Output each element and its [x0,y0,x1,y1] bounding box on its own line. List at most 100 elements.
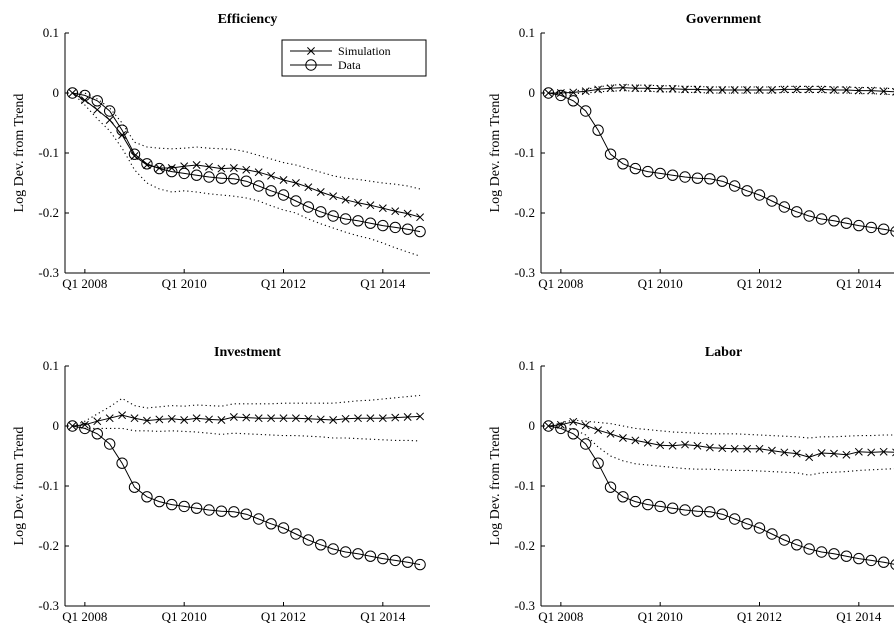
efficiency-simulation-point [279,176,288,184]
efficiency-data-line [72,92,421,233]
government-data-point [679,171,691,183]
efficiency-simulation-point [267,171,276,180]
investment-y-tick-label: -0.2 [38,538,59,553]
investment-simulation-point [316,415,325,424]
legend-circle-marker [305,59,317,71]
efficiency-simulation-point [416,213,425,222]
investment-x-tick-label: Q1 2014 [360,609,406,624]
government-x-tick-label: Q1 2010 [638,276,683,291]
efficiency-y-tick-label: -0.2 [38,205,59,220]
efficiency-data-point [277,189,290,201]
efficiency-data-point [228,173,240,185]
efficiency-simulation-point [291,179,300,187]
labor-y-tick-label: -0.2 [514,538,535,553]
government-data-point [791,206,803,218]
efficiency-data-point [79,89,91,102]
efficiency-x-tick-label: Q1 2010 [162,276,207,291]
investment-data-point [339,546,352,558]
government-data-point [840,217,853,229]
labor-data-point [691,505,704,517]
labor-data-point [679,504,691,516]
government-y-tick-label: 0.1 [519,25,535,40]
labor-simulation-point [854,447,863,456]
government-simulation-point [842,86,851,94]
government-data-point [766,195,778,207]
investment-data-point [364,550,377,562]
efficiency-data-point [128,148,141,160]
efficiency-data-point [103,105,116,117]
labor-simulation-point [805,453,814,462]
efficiency-data-point [290,195,302,207]
efficiency-simulation-point [205,162,213,171]
government-simulation-point [618,83,627,92]
efficiency-data-point [91,95,103,107]
efficiency-simulation-point [192,161,201,169]
efficiency-simulation-point [142,161,151,169]
investment-simulation-point [403,413,412,421]
legend-x-marker [307,47,315,55]
labor-simulation-point [581,421,590,430]
investment-y-tick-label: -0.1 [38,478,59,493]
government-data-point [654,167,666,180]
efficiency-simulation-point [105,116,114,124]
efficiency-simulation-point [155,164,164,172]
efficiency-data-point [339,213,352,225]
government-data-point [555,89,567,102]
government-data-point [617,158,629,170]
labor-data-point [803,543,815,555]
government-simulation-point [879,87,888,96]
efficiency-data-point [141,158,153,170]
efficiency-simulation-point [68,89,77,97]
labor-simulation-point [631,436,640,445]
labor-data-point [592,457,604,469]
investment-data-line [72,425,421,566]
government-simulation-point [830,86,838,94]
government-simulation-point [569,88,578,97]
labor-data-point [828,548,840,560]
government-y-tick-label: -0.2 [514,205,535,220]
investment-bound-3-line [72,425,421,442]
labor-simulation-point [643,438,652,447]
investment-data-point [190,502,203,514]
efficiency-simulation-point [304,183,313,192]
investment-data-point [352,548,364,560]
government-data-point [753,189,766,201]
labor-simulation-point [730,444,739,453]
investment-data-point [290,528,302,540]
labor-data-point [716,508,728,520]
labor-data-point [791,539,803,551]
government-data-point [579,105,592,117]
labor-simulation-point [780,448,789,457]
investment-simulation-point [142,416,151,425]
efficiency-data-point [116,124,128,136]
investment-simulation-point [329,416,338,424]
efficiency-y-label: Log Dev. from Trend [12,94,27,213]
legend-label-simulation: Simulation [338,44,391,58]
efficiency-data-point [352,215,364,227]
labor-data-point [579,438,592,450]
government-simulation-point [705,86,714,94]
efficiency-bound-3-line [72,92,421,257]
investment-simulation-point [155,415,164,424]
government-simulation-point [643,84,652,93]
government-simulation-point [544,89,553,97]
investment-simulation-point [93,417,102,426]
efficiency-data-point [401,223,414,235]
investment-simulation-point [242,413,251,422]
labor-simulation-point [556,420,565,429]
efficiency-data-point [215,172,228,184]
efficiency-simulation-point [254,168,263,177]
efficiency-panel: 0.1 0 -0.1 -0.2 -0.3Q1 2008 Q1 2010 Q1 2012 Q1 … [12,12,430,291]
government-x-tick-label: Q1 2012 [737,276,782,291]
investment-data-point [203,504,215,516]
government-y-tick-label: -0.1 [514,145,535,160]
labor-simulation-point [544,422,553,430]
labor-x-tick-label: Q1 2012 [737,609,782,624]
efficiency-simulation-point [329,192,338,201]
government-simulation-point [792,85,801,94]
labor-simulation-point [743,444,752,453]
efficiency-data-point [302,201,315,213]
investment-simulation-point [118,411,127,420]
government-simulation-point [606,84,615,93]
labor-simulation-point [569,417,578,426]
